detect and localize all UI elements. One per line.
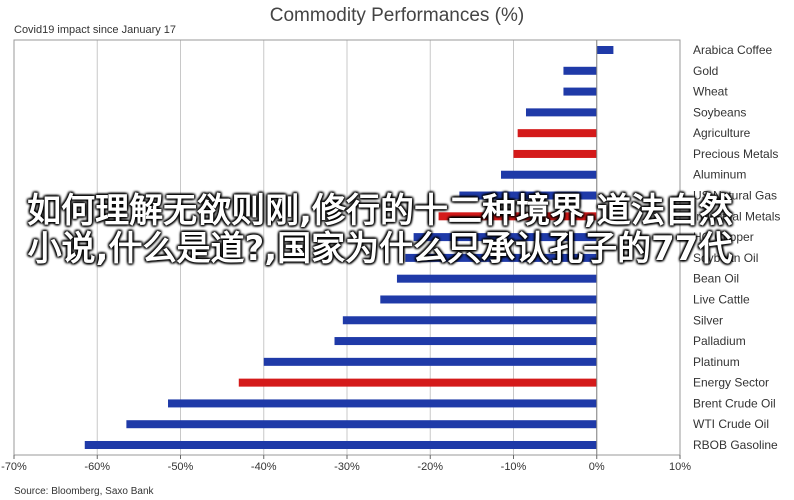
bar (168, 399, 597, 408)
category-label: Agriculture (693, 126, 751, 140)
bar (459, 191, 597, 200)
category-label: Precious Metals (693, 147, 778, 161)
category-label: WTI Crude Oil (693, 417, 769, 431)
bar (525, 108, 597, 117)
category-label: Aluminum (693, 168, 746, 182)
tick-label-x: 10% (669, 461, 691, 473)
bar (513, 149, 597, 158)
chart-title: Commodity Performances (%) (269, 5, 525, 26)
bar (396, 274, 597, 283)
category-label: US Natural Gas (693, 189, 777, 203)
tick-label-x: -70% (1, 461, 27, 473)
bar (501, 170, 597, 179)
category-label: RBOB Gasoline (693, 438, 778, 452)
bar (263, 357, 597, 366)
bar (405, 253, 597, 262)
bar (563, 66, 597, 75)
bar (126, 420, 597, 429)
category-label: Industrial Metals (693, 209, 780, 223)
category-label: Energy Sector (693, 376, 769, 390)
watermark-overlay-text: 如何理解无欲则刚,修行的十二种境界,道法自然 小说,什么是道?,国家为什么只承认… (27, 191, 733, 269)
category-label: Platinum (693, 355, 740, 369)
tick-label-x: -40% (251, 461, 277, 473)
bar (380, 295, 597, 304)
bar (238, 378, 597, 387)
bar (84, 441, 597, 449)
chart-subtitle: Covid19 impact since January 17 (14, 24, 177, 36)
tick-label-x: -60% (84, 461, 110, 473)
category-label: Gold (693, 64, 718, 78)
bars (84, 46, 614, 449)
category-label: Soybean Oil (693, 251, 758, 265)
category-label: Arabica Coffee (693, 43, 772, 57)
tick-label-x: -50% (168, 461, 194, 473)
category-label: Soybeans (693, 105, 746, 119)
axes (13, 39, 681, 459)
category-label: Live Cattle (693, 292, 750, 306)
bar (342, 316, 597, 325)
category-label: Brent Crude Oil (693, 396, 776, 410)
tick-label-x: -20% (417, 461, 443, 473)
tick-label-x: -30% (334, 461, 360, 473)
category-label: HG Copper (693, 230, 754, 244)
tick-label-x: -10% (501, 461, 527, 473)
category-label: Bean Oil (693, 272, 739, 286)
bar (517, 129, 597, 138)
bar (596, 46, 614, 54)
labels: -70% -60% -50% -40% -30% -20% -10% 0% 10% Arabica… (1, 43, 780, 473)
bar (563, 87, 597, 96)
bar (413, 233, 597, 242)
chart-source: Source: Bloomberg, Saxo Bank (14, 486, 154, 497)
category-label: Silver (693, 313, 723, 327)
category-label: Wheat (693, 85, 728, 99)
tick-label-x: 0% (589, 461, 605, 473)
bar (438, 212, 597, 221)
category-label: Palladium (693, 334, 746, 348)
bar (334, 337, 597, 346)
